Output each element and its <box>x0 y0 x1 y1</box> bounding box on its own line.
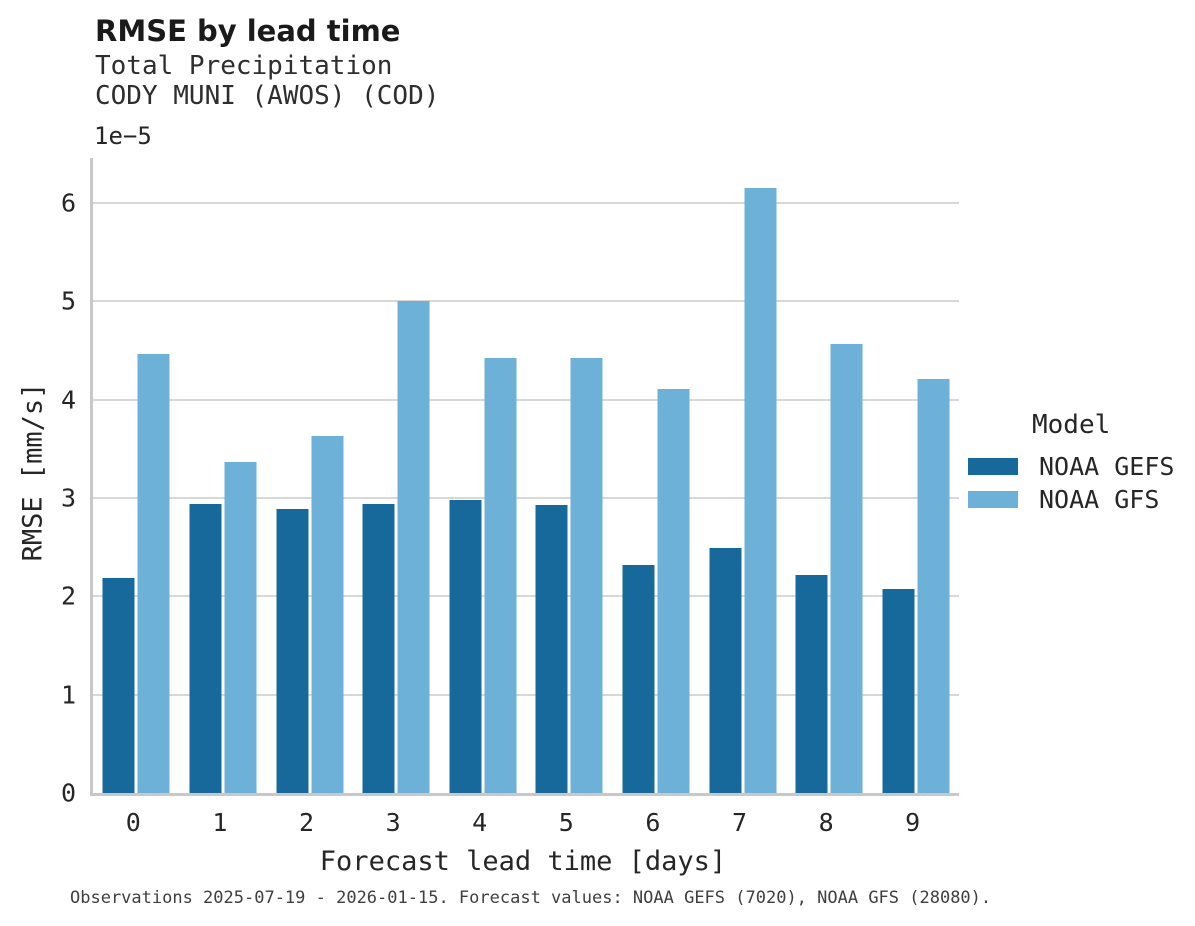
legend-swatch-noaa-gefs <box>968 458 1018 475</box>
bar-noaa-gefs-lead-0 <box>102 577 135 793</box>
bar-noaa-gefs-lead-8 <box>795 574 828 793</box>
bar-noaa-gefs-lead-4 <box>449 499 482 793</box>
x-tick-7: 7 <box>731 808 748 837</box>
chart-subtitle-station: CODY MUNI (AWOS) (COD) <box>95 81 440 111</box>
bar-noaa-gefs-lead-6 <box>622 564 655 793</box>
x-tick-5: 5 <box>558 808 574 837</box>
x-tick-3: 3 <box>385 808 401 837</box>
gridline-y-2 <box>93 595 959 598</box>
gridline-y-5 <box>93 300 959 303</box>
x-tick-9: 9 <box>905 808 921 837</box>
bar-noaa-gefs-lead-7 <box>709 548 741 793</box>
bar-noaa-gfs-lead-6 <box>657 388 690 793</box>
bar-noaa-gfs-lead-2 <box>311 436 343 793</box>
bar-noaa-gfs-lead-3 <box>397 301 430 793</box>
legend-title: Model <box>1032 410 1111 440</box>
legend-entry-noaa-gfs: NOAA GFS <box>968 483 1174 516</box>
y-tick-4: 4 <box>60 385 76 415</box>
x-tick-6: 6 <box>645 808 661 837</box>
bar-group-lead-8 <box>795 158 863 793</box>
footnote-caption: Observations 2025-07-19 - 2026-01-15. Fo… <box>70 888 992 908</box>
gridline-y-3 <box>93 497 959 500</box>
plot-area <box>90 158 959 796</box>
bar-group-lead-2 <box>276 158 343 793</box>
y-tick-3: 3 <box>60 483 76 513</box>
legend-entry-noaa-gefs: NOAA GEFS <box>968 450 1174 483</box>
bar-group-lead-4 <box>449 158 517 793</box>
bar-noaa-gfs-lead-1 <box>224 461 257 793</box>
bar-group-lead-9 <box>882 158 950 793</box>
x-tick-4: 4 <box>472 808 488 837</box>
bar-noaa-gfs-lead-4 <box>484 358 517 793</box>
bar-noaa-gefs-lead-5 <box>535 504 568 793</box>
bar-noaa-gfs-lead-0 <box>137 354 170 793</box>
y-tick-0: 0 <box>60 778 76 808</box>
bar-noaa-gfs-lead-7 <box>744 188 776 793</box>
x-tick-labels: 0 1 2 3 4 5 6 7 8 9 <box>90 810 956 840</box>
bar-noaa-gefs-lead-9 <box>882 589 915 793</box>
bar-noaa-gefs-lead-2 <box>276 508 308 793</box>
gridline-y-1 <box>93 693 959 696</box>
bar-noaa-gfs-lead-5 <box>570 358 603 793</box>
bar-group-lead-0 <box>102 158 170 793</box>
bar-noaa-gfs-lead-9 <box>917 379 950 793</box>
gridline-y-6 <box>93 202 959 205</box>
bar-group-lead-6 <box>622 158 690 793</box>
x-tick-8: 8 <box>818 808 834 837</box>
x-tick-1: 1 <box>212 808 228 837</box>
legend: Model NOAA GEFS NOAA GFS <box>968 410 1174 516</box>
legend-swatch-noaa-gfs <box>968 491 1018 508</box>
y-axis-offset-label: 1e−5 <box>94 122 152 150</box>
legend-label-noaa-gefs: NOAA GEFS <box>1039 452 1175 481</box>
bar-noaa-gefs-lead-1 <box>189 503 222 793</box>
y-tick-2: 2 <box>60 581 76 611</box>
x-tick-2: 2 <box>298 808 315 837</box>
chart-subtitle-variable: Total Precipitation <box>95 51 393 81</box>
bar-group-lead-3 <box>362 158 430 793</box>
gridline-y-4 <box>93 398 959 401</box>
y-tick-labels: 0 1 2 3 4 5 6 <box>0 158 80 806</box>
bar-group-lead-1 <box>189 158 257 793</box>
y-tick-6: 6 <box>60 188 76 218</box>
bar-group-lead-5 <box>535 158 603 793</box>
legend-entries: NOAA GEFS NOAA GFS <box>968 450 1174 516</box>
bar-noaa-gefs-lead-3 <box>362 503 395 793</box>
y-tick-1: 1 <box>60 680 76 710</box>
chart-title: RMSE by lead time <box>95 14 401 48</box>
x-tick-0: 0 <box>125 808 141 837</box>
bar-group-lead-7 <box>709 158 776 793</box>
y-tick-5: 5 <box>60 286 76 316</box>
bar-noaa-gfs-lead-8 <box>830 343 863 793</box>
x-axis-label: Forecast lead time [days] <box>319 846 727 877</box>
legend-label-noaa-gfs: NOAA GFS <box>1039 485 1160 514</box>
